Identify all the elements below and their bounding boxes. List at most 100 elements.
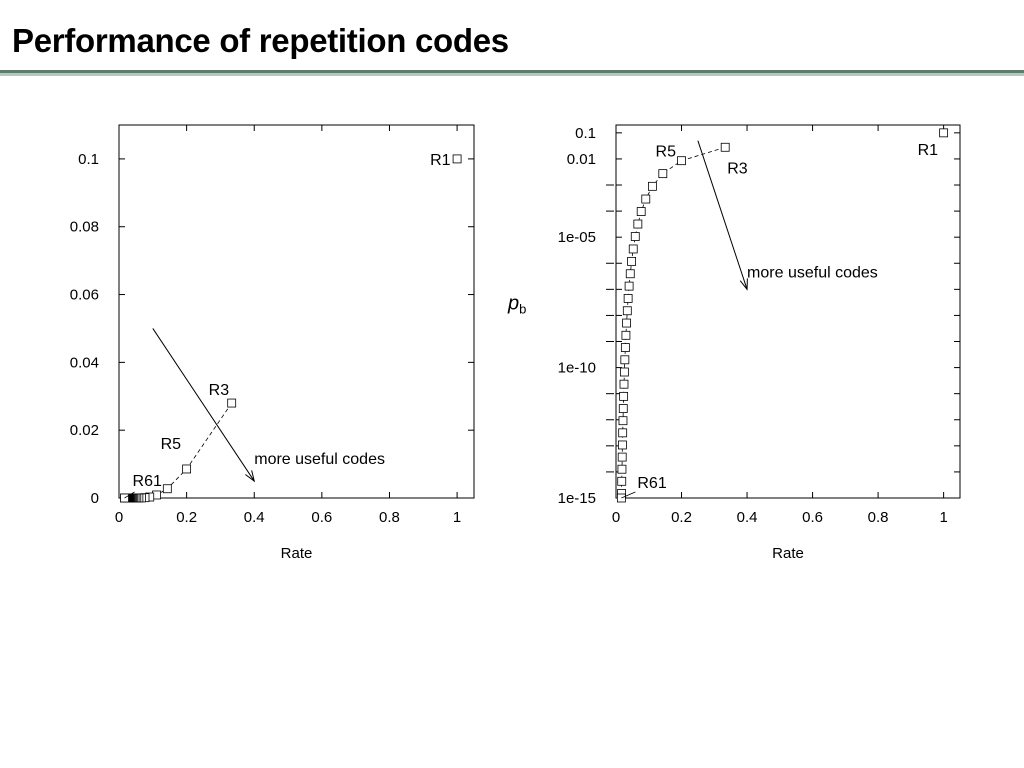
point-label-r61: R61 <box>133 473 162 490</box>
data-point <box>152 490 161 500</box>
data-point <box>134 493 144 503</box>
x-tick-label: 1 <box>939 509 947 526</box>
data-point <box>621 330 631 340</box>
data-point <box>162 484 172 494</box>
data-point <box>122 493 132 503</box>
data-point <box>619 379 629 389</box>
x-tick-label: 0.8 <box>379 509 400 526</box>
data-point <box>624 281 634 291</box>
y-axis-title: pb <box>507 293 526 317</box>
annotation-arrow <box>697 140 748 290</box>
series-line <box>621 146 726 499</box>
x-tick-label: 0.6 <box>311 509 332 526</box>
data-point <box>636 207 646 216</box>
data-point <box>619 367 629 377</box>
y-tick-label: 0 <box>91 490 99 507</box>
data-point <box>145 492 155 502</box>
data-point <box>628 244 638 254</box>
data-point <box>122 493 132 503</box>
annotation-arrow <box>152 328 255 482</box>
data-point <box>120 493 130 503</box>
series-line <box>124 402 233 499</box>
data-point <box>622 306 632 316</box>
x-tick-label: 0.4 <box>737 509 758 526</box>
y-tick-label: 1e-15 <box>558 490 596 507</box>
data-point <box>126 493 136 503</box>
data-point <box>647 181 657 191</box>
y-tick-label: 0.04 <box>70 354 99 371</box>
annotation-text: more useful codes <box>747 264 878 281</box>
data-point <box>182 464 192 474</box>
x-tick-label: 0.6 <box>802 509 823 526</box>
data-point <box>123 493 133 503</box>
x-tick-label: 0.8 <box>868 509 889 526</box>
data-point <box>120 493 129 503</box>
data-point <box>124 493 134 503</box>
y-tick-label: 0.06 <box>70 287 99 304</box>
point-label-leader <box>621 491 636 499</box>
title-divider <box>0 70 1024 73</box>
data-point <box>939 128 949 138</box>
data-point <box>622 318 631 328</box>
annotation-text: more useful codes <box>254 451 385 468</box>
data-point <box>227 398 237 408</box>
data-point <box>121 493 131 503</box>
data-point <box>124 493 134 503</box>
data-point <box>120 493 130 503</box>
x-axis-title: Rate <box>281 545 313 562</box>
point-label-r3: R3 <box>209 382 230 399</box>
data-point <box>616 493 626 503</box>
data-point <box>122 493 131 503</box>
data-point <box>617 452 627 462</box>
annotation-arrowhead <box>739 278 748 291</box>
data-point <box>620 355 630 365</box>
y-tick-label: 0.08 <box>70 219 99 236</box>
data-point <box>137 493 146 503</box>
point-label-r1: R1 <box>918 142 939 159</box>
data-point <box>121 493 131 503</box>
data-point <box>129 493 139 503</box>
data-point <box>452 154 462 164</box>
y-tick-label: 0.01 <box>567 151 596 168</box>
data-point <box>623 294 633 303</box>
data-point <box>140 493 150 503</box>
data-point <box>120 493 130 503</box>
x-tick-label: 0 <box>612 509 620 526</box>
data-point <box>132 493 142 503</box>
point-label-r3: R3 <box>727 160 748 177</box>
data-point <box>127 493 136 503</box>
point-label-r5: R5 <box>161 436 182 453</box>
y-tick-label: 1e-10 <box>558 360 596 377</box>
data-point <box>625 269 635 279</box>
point-label-r61: R61 <box>637 475 666 492</box>
point-label-r5: R5 <box>656 144 677 161</box>
y-tick-label: 0.02 <box>70 422 99 439</box>
y-tick-label: 0.1 <box>78 151 99 168</box>
data-point <box>619 391 629 401</box>
annotation-arrowhead <box>245 470 256 483</box>
x-tick-label: 0.4 <box>244 509 265 526</box>
data-point <box>633 219 643 229</box>
data-point <box>630 232 640 241</box>
x-tick-label: 0.2 <box>671 509 692 526</box>
data-point <box>617 464 627 474</box>
slide-title: Performance of repetition codes <box>12 22 509 59</box>
data-point <box>617 476 627 486</box>
data-point <box>128 493 137 503</box>
data-point <box>125 493 135 503</box>
data-point <box>658 169 668 179</box>
data-point <box>620 343 630 352</box>
data-point <box>677 156 686 166</box>
data-point <box>618 416 628 426</box>
data-point <box>120 493 130 503</box>
data-point <box>130 493 140 503</box>
data-point <box>720 142 730 152</box>
plot-frame <box>615 124 961 499</box>
data-point <box>617 489 626 498</box>
data-point <box>618 428 628 438</box>
x-axis-title: Rate <box>772 545 804 562</box>
point-label-r1: R1 <box>430 152 451 169</box>
title-divider-shadow <box>0 73 1024 76</box>
